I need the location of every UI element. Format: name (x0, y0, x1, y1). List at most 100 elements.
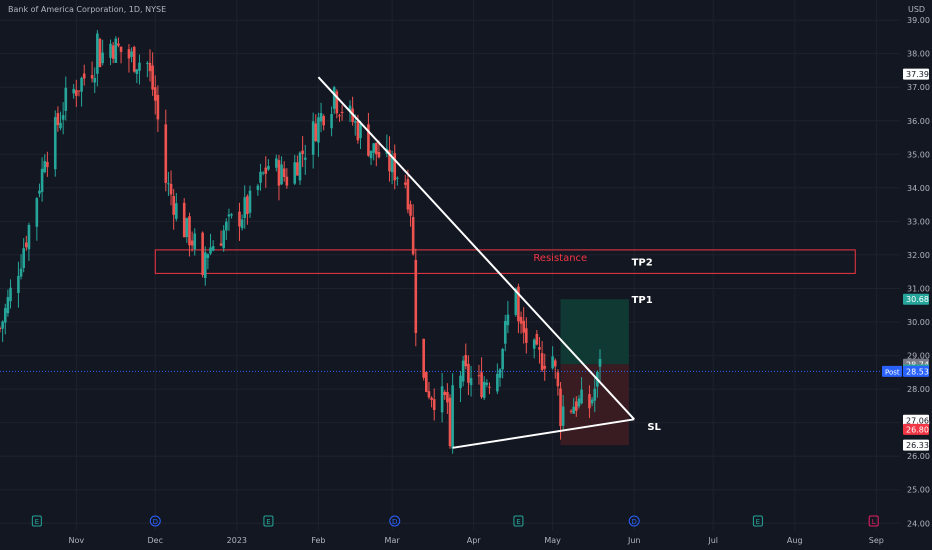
annotations: Resistance TP2 TP1 SL (533, 253, 661, 433)
ascending-line (452, 418, 635, 449)
time-axis[interactable]: Nov Dec 2023 Feb Mar Apr May Jun Jul Aug Sep (69, 536, 884, 545)
candle-body (259, 171, 262, 183)
event-marker-earnings[interactable]: E (31, 515, 42, 527)
event-marker-shape (513, 515, 524, 527)
post-badge[interactable] (882, 365, 902, 377)
event-marker-dividend[interactable]: D (628, 515, 640, 527)
candle-body (303, 157, 307, 160)
candle-body (9, 287, 12, 302)
candle-body (243, 197, 247, 219)
price-badge (903, 293, 929, 305)
x-tick-label: May (544, 536, 561, 545)
candle-body (485, 382, 489, 385)
candle-body (517, 286, 520, 322)
candle-body (6, 297, 10, 314)
candle-body (388, 149, 391, 172)
event-marker-earnings[interactable]: E (263, 515, 274, 527)
candle-body (514, 288, 518, 315)
candle-body (138, 62, 141, 71)
candle-body (169, 183, 173, 195)
candle-body (367, 124, 370, 156)
candle-body (427, 391, 431, 398)
candle-body (167, 183, 170, 185)
event-marker-letter: D (153, 518, 158, 526)
y-tick-label: 32.00 (907, 251, 930, 260)
candle-body (72, 88, 75, 94)
candle-body (93, 78, 97, 83)
candle-body (551, 356, 554, 369)
candle-body (525, 328, 528, 343)
candle-body (503, 320, 507, 344)
candle-body (553, 360, 557, 367)
event-marker-shape (389, 515, 401, 527)
candle-body (96, 33, 99, 74)
event-marker-earnings[interactable]: E (752, 515, 763, 527)
event-marker-earnings[interactable]: E (513, 515, 524, 527)
candle-body (577, 398, 581, 407)
event-marker-dividend[interactable]: D (389, 515, 401, 527)
x-tick-label: Jul (707, 536, 718, 545)
candle-body (519, 316, 523, 324)
price-axis[interactable]: 24.0025.0026.0027.0028.0029.0030.0031.00… (882, 5, 930, 528)
candle-body (127, 49, 131, 59)
candle-body (522, 320, 525, 333)
event-marker-shape (628, 515, 640, 527)
x-tick-label: Sep (869, 536, 884, 545)
event-marker-letter: D (632, 518, 637, 526)
candle-body (461, 360, 465, 382)
candle-body (1, 321, 4, 329)
y-tick-label: 38.00 (907, 50, 930, 59)
candle-body (211, 246, 215, 251)
event-marker-dividend[interactable]: D (149, 515, 161, 527)
post-badge-label: Post (885, 368, 900, 376)
x-tick-label: Apr (467, 536, 482, 545)
candle-body (390, 156, 394, 173)
candle-body (153, 87, 157, 101)
candle-body (393, 153, 397, 181)
candle-body (82, 73, 86, 79)
candle-body (248, 190, 252, 213)
event-marker-other[interactable]: L (868, 515, 879, 527)
y-tick-label: 36.00 (907, 117, 930, 126)
price-badge-label: 37.39 (906, 70, 929, 79)
price-badge (903, 365, 929, 377)
candle-body (330, 114, 333, 129)
resistance-zone (154, 249, 856, 274)
candle-body (77, 90, 81, 92)
candle-body (459, 375, 462, 389)
candle-body (443, 391, 447, 396)
candle-body (35, 198, 39, 227)
candle-body (406, 179, 410, 210)
y-tick-label: 30.00 (907, 318, 930, 327)
event-marker-shape (868, 515, 879, 527)
event-marker-shape (263, 515, 274, 527)
candle-body (561, 406, 565, 426)
candle-body (317, 117, 320, 143)
candle-body (593, 388, 597, 401)
candle-body (532, 339, 536, 349)
candle-body (298, 152, 302, 181)
candle-body (146, 62, 149, 64)
candle-body (114, 38, 118, 63)
event-marker-shape (752, 515, 763, 527)
candle-body (117, 43, 120, 46)
candle-body (219, 243, 223, 246)
candle-body (403, 182, 407, 185)
x-tick-label: 2023 (227, 536, 247, 545)
candle-body (98, 38, 102, 68)
candle-body (111, 45, 115, 59)
candle-body (109, 43, 112, 58)
y-tick-label: 34.00 (907, 184, 930, 193)
candles (0, 30, 602, 454)
candle-body (43, 161, 47, 173)
y-tick-label: 24.00 (907, 519, 930, 528)
candle-body (188, 216, 191, 246)
candle-body (575, 401, 578, 411)
y-tick-label: 39.00 (907, 16, 930, 25)
candle-body (480, 372, 483, 398)
candle-body (375, 142, 378, 155)
candle-body (496, 373, 499, 392)
candle-body (369, 150, 373, 159)
